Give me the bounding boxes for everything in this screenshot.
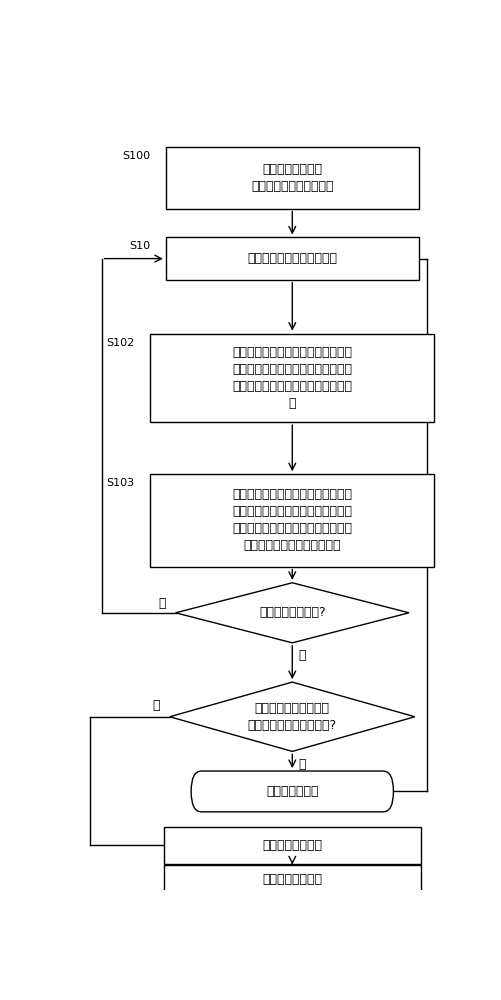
Polygon shape	[175, 583, 408, 643]
Text: 停止继续输入粒子: 停止继续输入粒子	[262, 839, 322, 852]
Text: 是: 是	[158, 597, 165, 610]
FancyBboxPatch shape	[150, 334, 433, 422]
Text: 否: 否	[298, 758, 305, 771]
Text: S10: S10	[129, 241, 150, 251]
Text: S100: S100	[122, 151, 150, 161]
FancyBboxPatch shape	[191, 771, 393, 812]
Text: 估算入射粒子数、
产生入射粒子并分批输入: 估算入射粒子数、 产生入射粒子并分批输入	[250, 163, 333, 193]
Text: S102: S102	[106, 338, 134, 348]
Text: 基于每批次运行粒子的径迹计算每个
栋元的不确定度，若栋元的不确定度
不超过栋元阈値，则该栋元为达标栋
元: 基于每批次运行粒子的径迹计算每个 栋元的不确定度，若栋元的不确定度 不超过栋元阈…	[232, 346, 352, 410]
Text: 各感兴趣区域的达标率
都未超过感兴趣区域阈値?: 各感兴趣区域的达标率 都未超过感兴趣区域阈値?	[247, 702, 336, 732]
FancyBboxPatch shape	[165, 237, 418, 280]
Polygon shape	[169, 682, 414, 751]
FancyBboxPatch shape	[150, 474, 433, 567]
Text: 记录所输入粒子的输运径迹: 记录所输入粒子的输运径迹	[247, 252, 337, 265]
Text: 下一批粒子输入: 下一批粒子输入	[266, 785, 318, 798]
Text: 获取感兴趣区域中栋元的达标率，所
述感兴趣区域至少包括一个栋元，所
述感兴趣区域的达标率为该区域达标
栋元占该区域所有栋元的比例: 获取感兴趣区域中栋元的达标率，所 述感兴趣区域至少包括一个栋元，所 述感兴趣区域…	[232, 488, 352, 552]
FancyBboxPatch shape	[163, 865, 420, 895]
Text: S103: S103	[106, 478, 134, 488]
Text: 所有粒子运行完毕?: 所有粒子运行完毕?	[259, 606, 325, 619]
FancyBboxPatch shape	[163, 827, 420, 864]
Text: 输出本地模拟结果: 输出本地模拟结果	[262, 873, 322, 886]
Text: 否: 否	[298, 649, 305, 662]
FancyBboxPatch shape	[165, 147, 418, 209]
Text: 是: 是	[152, 699, 160, 712]
